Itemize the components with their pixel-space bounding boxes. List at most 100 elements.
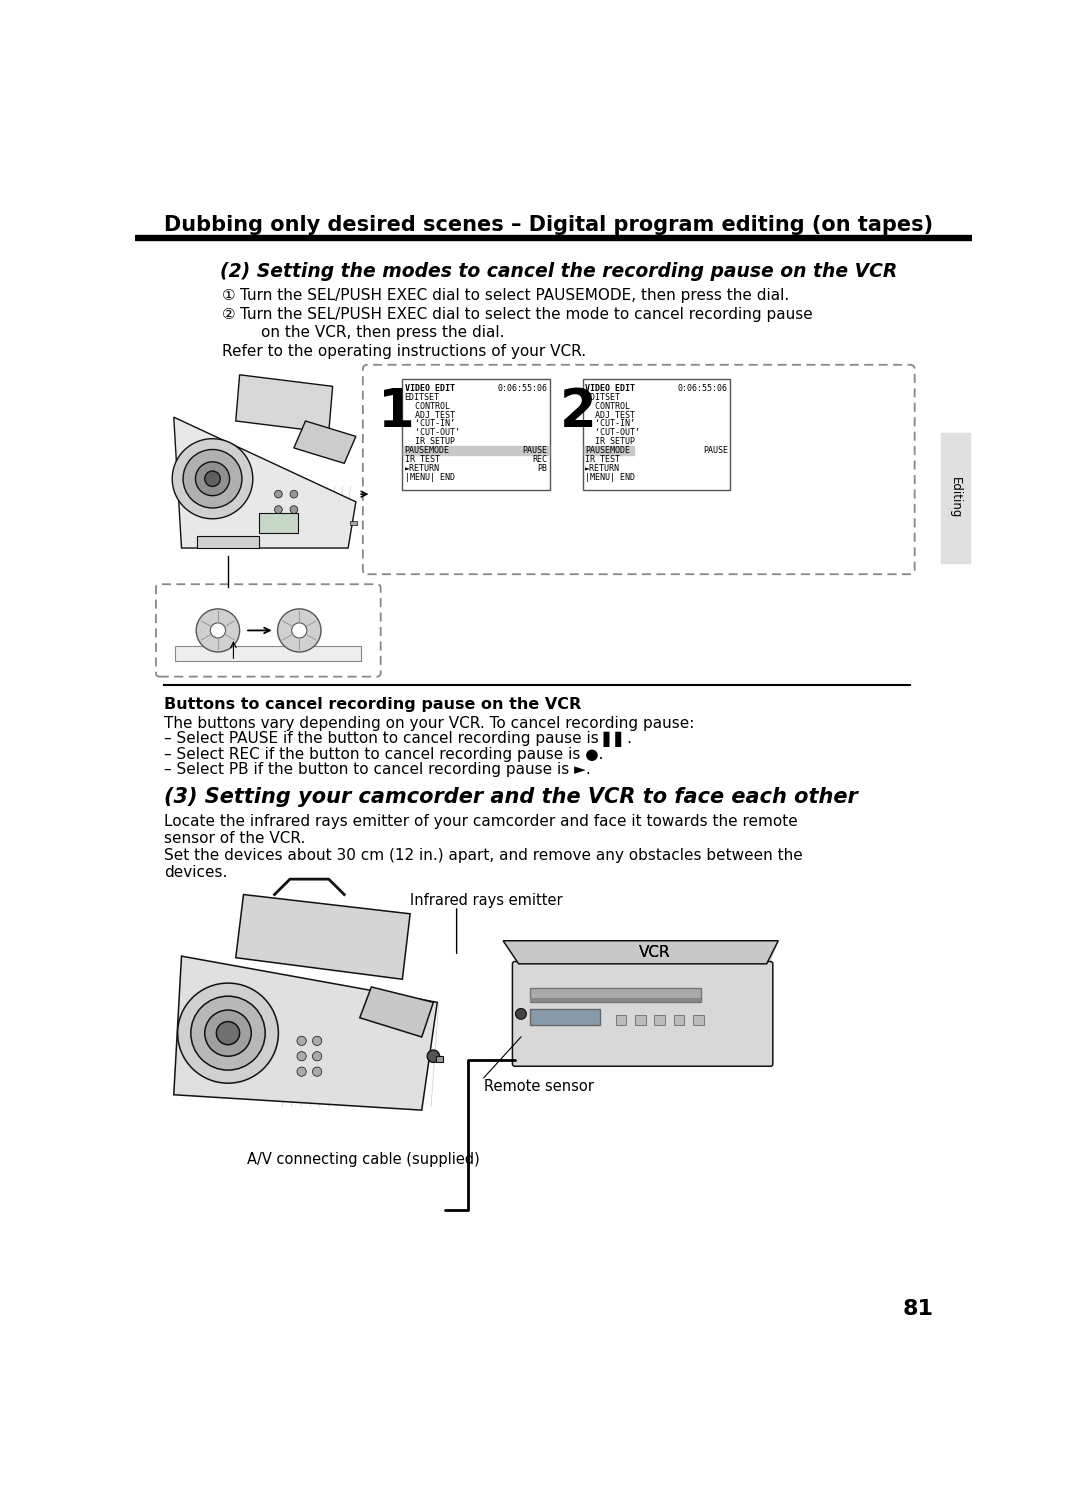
Bar: [350, 520, 356, 525]
Text: Dubbing only desired scenes – Digital program editing (on tapes): Dubbing only desired scenes – Digital pr…: [164, 216, 933, 235]
Text: ①: ①: [221, 288, 235, 303]
Text: VCR: VCR: [638, 944, 671, 959]
Circle shape: [515, 1008, 526, 1019]
Circle shape: [191, 996, 266, 1071]
Text: 2: 2: [559, 387, 596, 439]
Text: ADJ TEST: ADJ TEST: [405, 410, 455, 419]
Text: 0:06:55:06: 0:06:55:06: [678, 384, 728, 393]
Text: – Select PB if the button to cancel recording pause is ►.: – Select PB if the button to cancel reco…: [164, 763, 591, 778]
Bar: [616, 1014, 626, 1026]
Bar: [583, 379, 730, 491]
Circle shape: [172, 439, 253, 519]
Bar: [583, 446, 634, 455]
Bar: [175, 645, 362, 662]
Text: EDITSET: EDITSET: [405, 393, 440, 401]
Text: Turn the SEL/PUSH EXEC dial to select PAUSEMODE, then press the dial.: Turn the SEL/PUSH EXEC dial to select PA…: [240, 288, 788, 303]
Text: VIDEO EDIT: VIDEO EDIT: [405, 384, 455, 393]
Text: REC: REC: [532, 455, 548, 464]
Text: ‘CUT-IN’: ‘CUT-IN’: [585, 419, 635, 428]
Text: Refer to the operating instructions of your VCR.: Refer to the operating instructions of y…: [221, 343, 586, 358]
Bar: [435, 1056, 444, 1062]
Circle shape: [312, 1068, 322, 1077]
Text: IR TEST: IR TEST: [405, 455, 440, 464]
Text: VCR: VCR: [638, 944, 671, 959]
Bar: [693, 1014, 704, 1026]
Text: IR TEST: IR TEST: [585, 455, 620, 464]
FancyBboxPatch shape: [156, 584, 380, 677]
Text: PB: PB: [538, 464, 548, 473]
Circle shape: [274, 491, 282, 498]
FancyBboxPatch shape: [512, 962, 773, 1066]
Text: CONTROL: CONTROL: [585, 401, 631, 410]
Text: A/V connecting cable (supplied): A/V connecting cable (supplied): [247, 1152, 480, 1167]
Text: Set the devices about 30 cm (12 in.) apart, and remove any obstacles between the: Set the devices about 30 cm (12 in.) apa…: [164, 848, 804, 862]
Text: CONTROL: CONTROL: [405, 401, 449, 410]
Text: PAUSE: PAUSE: [523, 446, 548, 455]
Bar: [674, 1014, 685, 1026]
Circle shape: [195, 462, 230, 495]
Text: on the VCR, then press the dial.: on the VCR, then press the dial.: [260, 324, 504, 339]
Circle shape: [297, 1051, 307, 1060]
Text: ②: ②: [221, 306, 235, 323]
Circle shape: [297, 1068, 307, 1077]
Circle shape: [216, 1022, 240, 1045]
Bar: [941, 433, 971, 564]
Polygon shape: [235, 375, 333, 433]
Text: Editing: Editing: [948, 477, 961, 519]
Bar: [654, 1014, 665, 1026]
Bar: [135, 235, 972, 239]
Polygon shape: [360, 987, 433, 1036]
Circle shape: [205, 1010, 252, 1056]
Text: PAUSE: PAUSE: [703, 446, 728, 455]
Text: PAUSEMODE: PAUSEMODE: [405, 446, 449, 455]
Circle shape: [197, 608, 240, 651]
Bar: [259, 513, 298, 532]
Circle shape: [177, 983, 279, 1083]
Circle shape: [274, 506, 282, 513]
Circle shape: [312, 1036, 322, 1045]
Text: ‘CUT-OUT’: ‘CUT-OUT’: [405, 428, 460, 437]
Text: sensor of the VCR.: sensor of the VCR.: [164, 831, 306, 846]
Text: |MENU| END: |MENU| END: [405, 473, 455, 482]
Text: ►RETURN: ►RETURN: [405, 464, 440, 473]
Text: (3) Setting your camcorder and the VCR to face each other: (3) Setting your camcorder and the VCR t…: [164, 787, 859, 807]
Text: – Select REC if the button to cancel recording pause is ●.: – Select REC if the button to cancel rec…: [164, 746, 604, 761]
Bar: [530, 998, 701, 1002]
Bar: [403, 446, 549, 455]
Text: Turn the SEL/PUSH EXEC dial to select the mode to cancel recording pause: Turn the SEL/PUSH EXEC dial to select th…: [240, 306, 812, 323]
Bar: [197, 537, 259, 549]
Text: ►RETURN: ►RETURN: [585, 464, 620, 473]
Text: Locate the infrared rays emitter of your camcorder and face it towards the remot: Locate the infrared rays emitter of your…: [164, 813, 798, 828]
Text: VIDEO EDIT: VIDEO EDIT: [585, 384, 635, 393]
Text: Remote sensor: Remote sensor: [484, 1080, 594, 1094]
Circle shape: [292, 623, 307, 638]
Bar: [403, 379, 550, 491]
Polygon shape: [174, 956, 437, 1111]
Circle shape: [211, 623, 226, 638]
Text: 81: 81: [902, 1298, 933, 1319]
Text: |MENU| END: |MENU| END: [585, 473, 635, 482]
Circle shape: [428, 1050, 440, 1062]
Text: ‘CUT-IN’: ‘CUT-IN’: [405, 419, 455, 428]
Text: PAUSEMODE: PAUSEMODE: [585, 446, 631, 455]
Text: Infrared rays emitter: Infrared rays emitter: [410, 894, 563, 909]
Bar: [635, 1014, 646, 1026]
Text: (2) Setting the modes to cancel the recording pause on the VCR: (2) Setting the modes to cancel the reco…: [220, 262, 897, 281]
Circle shape: [312, 1051, 322, 1060]
Polygon shape: [294, 421, 356, 464]
Circle shape: [291, 491, 298, 498]
Circle shape: [297, 1036, 307, 1045]
Polygon shape: [235, 895, 410, 980]
Bar: [530, 1008, 600, 1026]
Text: ‘CUT-OUT’: ‘CUT-OUT’: [585, 428, 640, 437]
Text: – Select PAUSE if the button to cancel recording pause is ▌▌.: – Select PAUSE if the button to cancel r…: [164, 732, 633, 748]
Polygon shape: [174, 418, 356, 549]
Text: ADJ TEST: ADJ TEST: [585, 410, 635, 419]
Polygon shape: [503, 941, 779, 964]
Text: devices.: devices.: [164, 864, 228, 879]
Bar: [530, 989, 701, 1002]
Circle shape: [278, 608, 321, 651]
Text: 0:06:55:06: 0:06:55:06: [497, 384, 548, 393]
Circle shape: [205, 471, 220, 486]
Circle shape: [291, 506, 298, 513]
